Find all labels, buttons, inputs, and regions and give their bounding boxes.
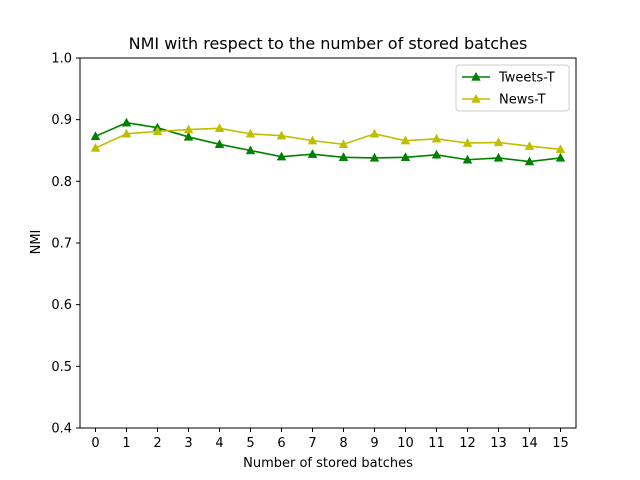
data-point-news-t	[462, 137, 473, 147]
x-tick-label: 4	[215, 436, 223, 451]
series-line-tweets-t	[95, 121, 561, 163]
data-point-news-t	[307, 135, 318, 145]
data-point-tweets-t	[214, 139, 225, 149]
x-tick-label: 12	[459, 436, 476, 451]
data-point-news-t	[121, 128, 132, 138]
x-tick-label: 7	[308, 436, 316, 451]
x-axis-label: Number of stored batches	[243, 456, 413, 471]
x-tick-label: 2	[153, 436, 161, 451]
x-tick-label: 8	[339, 436, 347, 451]
y-tick-label: 0.8	[51, 175, 72, 190]
data-point-news-t	[276, 130, 287, 140]
x-tick-label: 13	[490, 436, 507, 451]
data-point-news-t	[214, 123, 225, 132]
data-point-tweets-t	[121, 117, 132, 127]
data-point-news-t	[524, 141, 535, 150]
data-point-news-t	[493, 137, 504, 147]
data-point-news-t	[152, 126, 163, 136]
data-point-tweets-t	[276, 151, 287, 161]
data-point-news-t	[400, 135, 411, 145]
legend-marker	[471, 71, 481, 81]
data-point-tweets-t	[338, 152, 349, 161]
data-point-tweets-t	[555, 152, 566, 162]
y-tick-label: 1.0	[51, 52, 72, 67]
x-tick-label: 10	[397, 436, 414, 451]
legend-label: News-T	[499, 93, 546, 108]
data-point-news-t	[555, 144, 566, 153]
data-point-news-t	[369, 128, 380, 138]
series-line-news-t	[95, 127, 561, 151]
x-tick-label: 1	[122, 436, 130, 451]
chart-title: NMI with respect to the number of stored…	[129, 34, 528, 53]
data-point-tweets-t	[400, 152, 411, 161]
data-point-tweets-t	[524, 156, 535, 166]
data-point-news-t	[338, 139, 349, 149]
data-point-tweets-t	[307, 149, 318, 158]
legend: Tweets-T News-T	[455, 64, 570, 112]
data-point-tweets-t	[90, 131, 101, 141]
x-tick-label: 9	[370, 436, 378, 451]
x-tick-label: 15	[552, 436, 569, 451]
data-point-news-t	[245, 128, 256, 138]
x-tick-label: 3	[184, 436, 192, 451]
data-point-news-t	[431, 133, 442, 143]
data-point-news-t	[183, 124, 194, 134]
data-point-tweets-t	[462, 154, 473, 164]
x-tick-label: 5	[246, 436, 254, 451]
plot-area: 0.40.50.60.70.80.91.00 1 2 3 4 5 6 7 8 9 10 11 12 13 1…	[51, 52, 577, 451]
data-point-tweets-t	[431, 149, 442, 159]
y-tick-label: 0.4	[51, 422, 72, 437]
legend-marker	[471, 93, 481, 103]
data-point-tweets-t	[493, 152, 504, 162]
axes-frame	[79, 57, 577, 429]
x-tick-label: 0	[91, 436, 99, 451]
x-tick-label: 14	[521, 436, 538, 451]
y-tick-label: 0.5	[51, 360, 72, 375]
y-axis-label: NMI	[29, 230, 44, 255]
data-point-news-t	[90, 142, 101, 152]
y-tick-label: 0.6	[51, 298, 72, 313]
legend-label: Tweets-T	[498, 71, 555, 86]
y-tick-label: 0.9	[51, 113, 72, 128]
data-point-tweets-t	[369, 152, 380, 162]
data-point-tweets-t	[183, 131, 194, 141]
x-tick-label: 11	[428, 436, 445, 451]
data-point-tweets-t	[245, 145, 256, 155]
x-tick-label: 6	[277, 436, 285, 451]
y-tick-label: 0.7	[51, 237, 72, 252]
